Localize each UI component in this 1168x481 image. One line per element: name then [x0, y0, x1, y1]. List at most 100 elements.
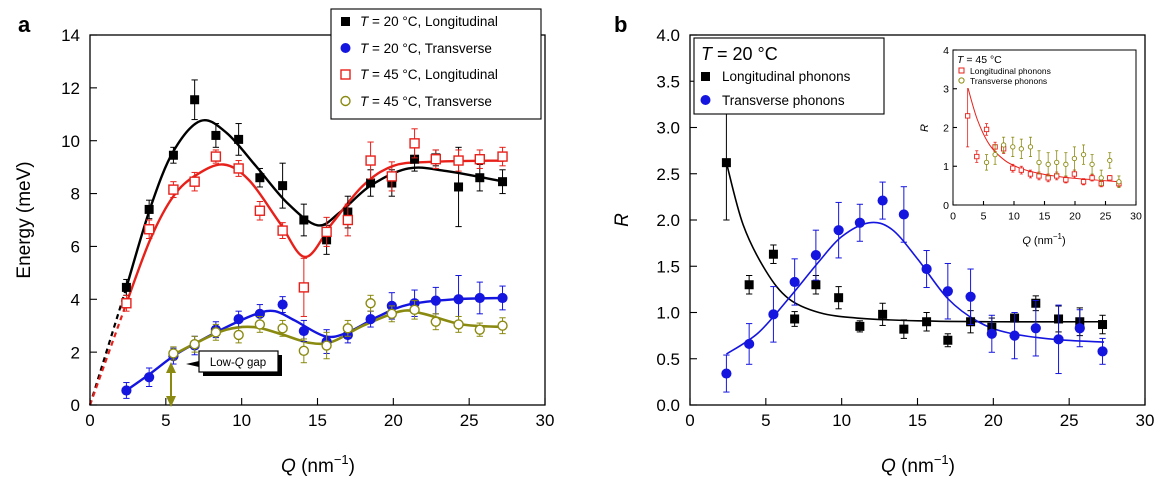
panel-a-y-tick-label: 6 [71, 238, 80, 257]
panel-a-y-tick-label: 14 [61, 26, 80, 45]
panel-a-y-tick-label: 2 [71, 343, 80, 362]
inset-y-axis-label: R [919, 124, 931, 132]
panel-a-x-tick-label: 15 [308, 411, 327, 430]
panel-a-point [121, 282, 131, 292]
panel-a-point [386, 308, 398, 320]
panel-a-point [365, 155, 376, 166]
panel-b-point [1098, 320, 1108, 330]
panel-b-point [768, 309, 779, 320]
panel-a-legend: T = 20 °C, Longitudinal T = 20 °C, Trans… [330, 8, 542, 120]
inset-point [974, 153, 980, 160]
legend-marker-l45 [340, 69, 351, 80]
panel-b-point [790, 314, 800, 324]
panel-a-point [453, 294, 464, 305]
panel-a-point [277, 225, 288, 236]
panel-a-y-tick-label: 12 [61, 79, 80, 98]
panel-b-point [921, 263, 932, 275]
panel-a-y-tick-label: 0 [71, 396, 80, 415]
panel-b-y-tick-label: 1.5 [656, 257, 680, 276]
panel-a-x-tick-label: 5 [161, 411, 170, 430]
panel-a-point [121, 298, 132, 309]
inset-legend-box [955, 51, 1053, 88]
panel-a-point [409, 138, 420, 149]
inset-point [1063, 161, 1069, 167]
legend-entry-transverse: Transverse phonons [700, 93, 845, 108]
inset-y-tick-label: 2 [943, 122, 949, 134]
panel-a-point [278, 181, 288, 191]
panel-a-point [168, 348, 179, 359]
inset-x-tick-label: 0 [950, 211, 956, 223]
inset-point [1089, 161, 1095, 167]
fit-t45 [172, 309, 505, 356]
panel-a-point [168, 184, 179, 195]
panel-a-point [342, 214, 354, 226]
panel-b-point [721, 368, 732, 379]
legend-marker-l20 [341, 17, 350, 26]
legend-marker-longitudinal [701, 72, 710, 81]
legend-label-l45: T = 45 °C, Longitudinal [360, 67, 498, 82]
panel-a-ticks: 0 5 10 15 20 25 30 0 2 4 6 8 10 12 14 [61, 26, 554, 430]
panel-b-y-tick-label: 0.0 [656, 396, 680, 415]
inset-series-t45 [983, 136, 1122, 188]
inset-point [1018, 146, 1024, 152]
panel-a-point [190, 95, 200, 105]
legend-entry-t45: T = 45 °C, Transverse [340, 94, 492, 109]
panel-a-point [168, 150, 178, 160]
inset-y-tick-label: 3 [943, 84, 949, 96]
legend-label-longitudinal: Longitudinal phonons [722, 69, 851, 84]
panel-b-point [744, 280, 754, 290]
inset-y-tick-label: 4 [943, 45, 949, 57]
panel-a-point [277, 323, 288, 334]
panel-a-point [365, 298, 376, 309]
legend-label-t20: T = 20 °C, Transverse [360, 41, 492, 56]
panel-a-point [453, 155, 464, 166]
panel-a-point [233, 163, 244, 174]
panel-b-point [1097, 346, 1108, 357]
panel-a-point [254, 319, 266, 330]
panel-a-point [144, 204, 154, 214]
panel-a-x-tick-label: 25 [460, 411, 479, 430]
inset-point [1010, 165, 1016, 171]
panel-b-x-tick-label: 5 [761, 411, 770, 430]
panel-a-point [210, 327, 222, 338]
inset-point [1018, 167, 1024, 173]
panel-b-point [899, 324, 909, 334]
inset-legend: T = 45 °C Longitudinal phonons Transvers… [955, 51, 1053, 88]
panel-a-x-tick-label: 10 [232, 411, 251, 430]
panel-a-point [189, 339, 200, 350]
inset-legend-label-longitudinal: Longitudinal phonons [970, 66, 1051, 76]
inset-point [1071, 155, 1078, 162]
panel-b-x-tick-label: 0 [685, 411, 694, 430]
legend-label-t45: T = 45 °C, Transverse [360, 94, 492, 109]
legend-entry-t20: T = 20 °C, Transverse [340, 41, 492, 56]
panel-b-point [833, 225, 844, 236]
inset-point [1089, 175, 1095, 181]
panel-a-series-l45 [121, 128, 508, 317]
inset-point [1107, 157, 1113, 164]
panel-b-y-tick-label: 2.5 [656, 165, 680, 184]
panel-b-point [1009, 330, 1020, 341]
panel-a-point [497, 320, 508, 331]
inset-legend-marker-longitudinal [958, 67, 965, 74]
panel-b-point [898, 209, 909, 220]
panel-b-point [721, 158, 731, 168]
panel-b-y-tick-label: 0.5 [656, 350, 680, 369]
inset-x-tick-label: 30 [1130, 211, 1142, 223]
panel-a-point [474, 154, 485, 165]
inset-data-points [964, 84, 1122, 188]
panel-b-legend-box [693, 37, 885, 115]
inset-legend-marker-transverse [958, 77, 965, 84]
panel-a-point [211, 130, 221, 140]
inset-point [1080, 151, 1087, 158]
inset-point [1054, 159, 1060, 166]
panel-a-point [409, 304, 420, 316]
panel-b-x-tick-label: 30 [1136, 411, 1155, 430]
inset-point [1071, 171, 1078, 177]
legend-marker-transverse [700, 95, 711, 105]
fit-l45-extrapolation [88, 302, 128, 406]
panel-b-point [986, 328, 997, 339]
panel-a-point [366, 178, 376, 188]
panel-a-point [255, 173, 265, 183]
panel-a-point [144, 372, 155, 383]
panel-a-point [143, 224, 155, 235]
